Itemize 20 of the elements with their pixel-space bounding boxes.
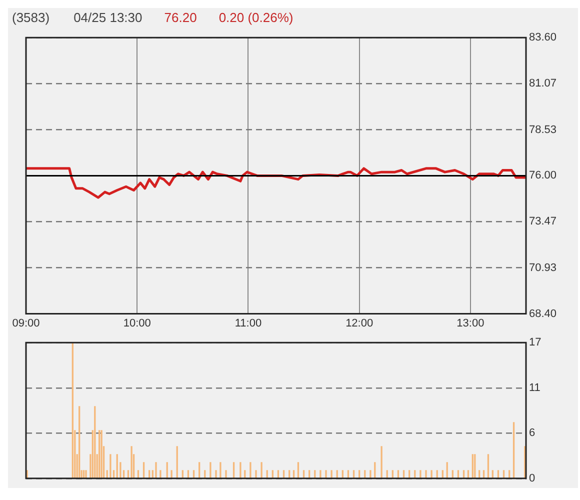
y-tick-label: 68.40 bbox=[529, 308, 557, 320]
x-tick-label: 10:00 bbox=[123, 317, 151, 330]
text: 0.20 (0.26%) bbox=[218, 10, 294, 25]
y-tick-label: 81.07 bbox=[529, 78, 557, 90]
x-tick-label: 13:00 bbox=[456, 317, 484, 330]
y-tick-label: 83.60 bbox=[529, 32, 557, 44]
y-tick-label: 70.93 bbox=[529, 262, 557, 274]
text: 76.20 bbox=[164, 10, 197, 25]
y-tick-label: 6 bbox=[529, 427, 536, 440]
y-tick-label: 0 bbox=[529, 472, 536, 484]
x-tick-label: 11:00 bbox=[234, 317, 262, 330]
x-tick-label: 12:00 bbox=[346, 317, 374, 330]
y-tick-label: 78.53 bbox=[529, 124, 557, 136]
y-tick-label: 73.47 bbox=[529, 216, 557, 228]
y-tick-label: 11 bbox=[529, 382, 540, 394]
x-tick-label: 09:00 bbox=[12, 317, 40, 330]
chart-title: (3583) bbox=[12, 10, 50, 25]
y-tick-label: 76.00 bbox=[529, 170, 557, 182]
text: 04/25 13:30 bbox=[74, 10, 142, 25]
y-tick-label: 17 bbox=[529, 336, 542, 349]
